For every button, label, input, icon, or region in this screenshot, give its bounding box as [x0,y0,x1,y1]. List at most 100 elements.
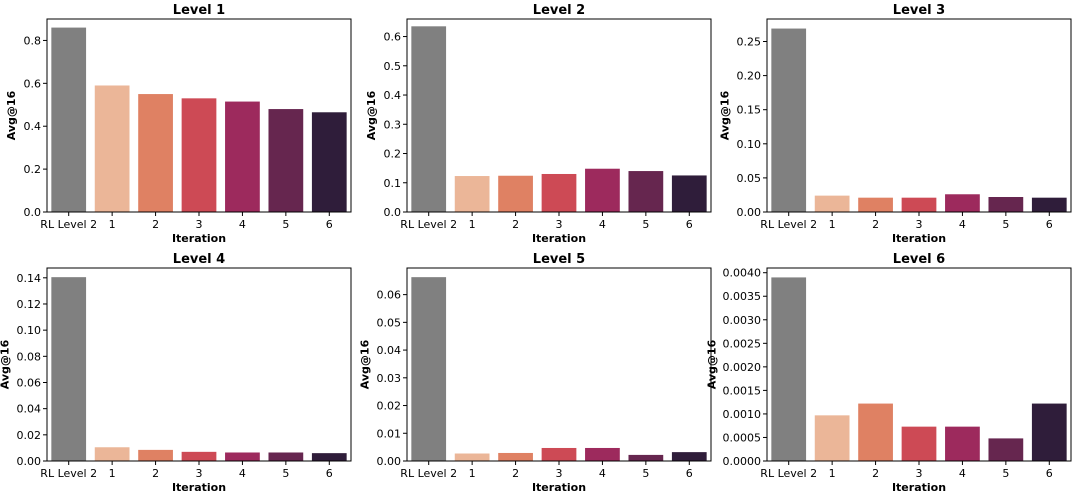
x-axis-label: Iteration [892,481,946,494]
bar-4-iter-6 [311,453,347,461]
chart-panel-1: 0.0 0.2 0.4 0.6 0.8 RL Level 2 1 2 3 4 5 6 Level 1 It… [5,3,352,245]
x-tick-label: 5 [1002,218,1009,231]
bar-3-iter-4 [945,194,980,212]
y-tick-label: 0.0 [384,206,402,219]
axes-frame [766,18,1072,213]
x-tick-label: 1 [109,467,116,480]
x-tick-label: 4 [599,467,606,480]
x-axis-label: Iteration [172,481,226,494]
x-tick-label: RL Level 2 [400,218,457,231]
x-tick-label: 2 [152,467,159,480]
y-tick-label: 0.1 [384,177,402,190]
chart-title: Level 1 [173,3,225,18]
y-tick-label: 0.0000 [723,455,762,468]
chart-title: Level 5 [533,252,585,267]
x-tick-label: 2 [152,218,159,231]
bar-5-iter-1 [454,453,490,461]
x-tick-label: 6 [686,467,693,480]
y-axis-label: Avg@16 [365,90,378,140]
x-tick-label: 4 [959,218,966,231]
bar-6-iter-1 [814,415,850,461]
y-tick-label: 0.0035 [723,290,762,303]
x-tick-label: 5 [642,218,649,231]
y-tick-label: 0.8 [24,34,42,47]
y-tick-label: 0.12 [17,298,42,311]
bar-3-baseline [771,28,807,212]
y-tick-label: 0.0020 [723,361,762,374]
x-tick-label: 5 [282,467,289,480]
x-tick-label: 1 [469,218,476,231]
bar-2-baseline [411,26,447,213]
y-tick-label: 0.01 [377,427,402,440]
x-tick-label: 1 [829,218,836,231]
x-tick-label: 3 [556,467,563,480]
y-axis-label: Avg@16 [705,339,718,389]
bar-4-baseline [51,277,87,461]
y-tick-label: 0.20 [737,70,762,83]
chart-title: Level 2 [533,3,585,18]
chart-title: Level 4 [173,252,225,267]
bar-1-baseline [51,27,87,212]
x-tick-label: 4 [239,467,246,480]
y-tick-label: 0.2 [384,148,402,161]
y-tick-label: 0.05 [737,172,762,185]
y-tick-label: 0.3 [384,118,402,131]
bar-4-iter-3 [181,451,217,461]
x-tick-label: 6 [686,218,693,231]
y-tick-label: 0.08 [17,350,42,363]
bar-3-iter-6 [1031,197,1067,212]
y-tick-label: 0.4 [24,120,42,133]
x-tick-label: 6 [1046,218,1053,231]
axes-frame [46,267,352,462]
y-tick-label: 0.04 [377,344,402,357]
bar-5-iter-3 [541,447,577,461]
bar-6-iter-3 [901,426,937,461]
x-tick-label: 6 [326,467,333,480]
x-tick-label: 2 [512,218,519,231]
y-tick-label: 0.0010 [723,408,762,421]
chart-panel-3: 0.00 0.05 0.10 0.15 0.20 0.25 RL Level 2 1 2 3 4 5 6… [719,3,1072,245]
bar-5-iter-5 [628,454,664,461]
x-tick-label: RL Level 2 [760,467,817,480]
y-tick-label: 0.10 [17,324,42,337]
bar-3-iter-5 [988,197,1024,212]
y-tick-label: 0.6 [384,31,402,44]
bar-5-iter-2 [498,452,533,461]
bar-5-baseline [411,277,447,461]
x-tick-label: 3 [196,218,203,231]
bar-2-iter-1 [454,176,490,212]
bar-3-iter-3 [901,197,937,212]
chart-panel-4: 0.00 0.02 0.04 0.06 0.08 0.10 0.12 0.14 RL Level… [0,252,352,494]
y-tick-label: 0.02 [17,429,42,442]
x-tick-label: 4 [239,218,246,231]
chart-title: Level 6 [893,252,945,267]
bar-1-iter-3 [181,98,217,212]
y-tick-label: 0.5 [384,60,402,73]
bar-6-baseline [771,277,807,461]
x-tick-label: 1 [469,467,476,480]
x-tick-label: 2 [872,467,879,480]
bar-3-iter-1 [814,195,850,212]
y-tick-label: 0.14 [17,272,42,285]
bar-3-iter-2 [858,197,893,212]
y-axis-label: Avg@16 [719,90,732,140]
y-axis-label: Avg@16 [0,339,12,389]
x-tick-label: 4 [599,218,606,231]
x-tick-label: 4 [959,467,966,480]
x-tick-label: 2 [872,218,879,231]
y-tick-label: 0.0025 [723,337,762,350]
y-tick-label: 0.0005 [723,431,762,444]
bar-2-iter-2 [498,175,533,212]
x-tick-label: 1 [829,467,836,480]
y-tick-label: 0.02 [377,400,402,413]
x-tick-label: 2 [512,467,519,480]
axes-frame [406,267,712,462]
bar-2-iter-3 [541,173,577,212]
y-tick-label: 0.06 [377,289,402,302]
y-tick-label: 0.05 [377,316,402,329]
chart-title: Level 3 [893,3,945,18]
y-tick-label: 0.03 [377,372,402,385]
bar-5-iter-4 [585,447,620,461]
bar-4-iter-4 [225,452,260,461]
